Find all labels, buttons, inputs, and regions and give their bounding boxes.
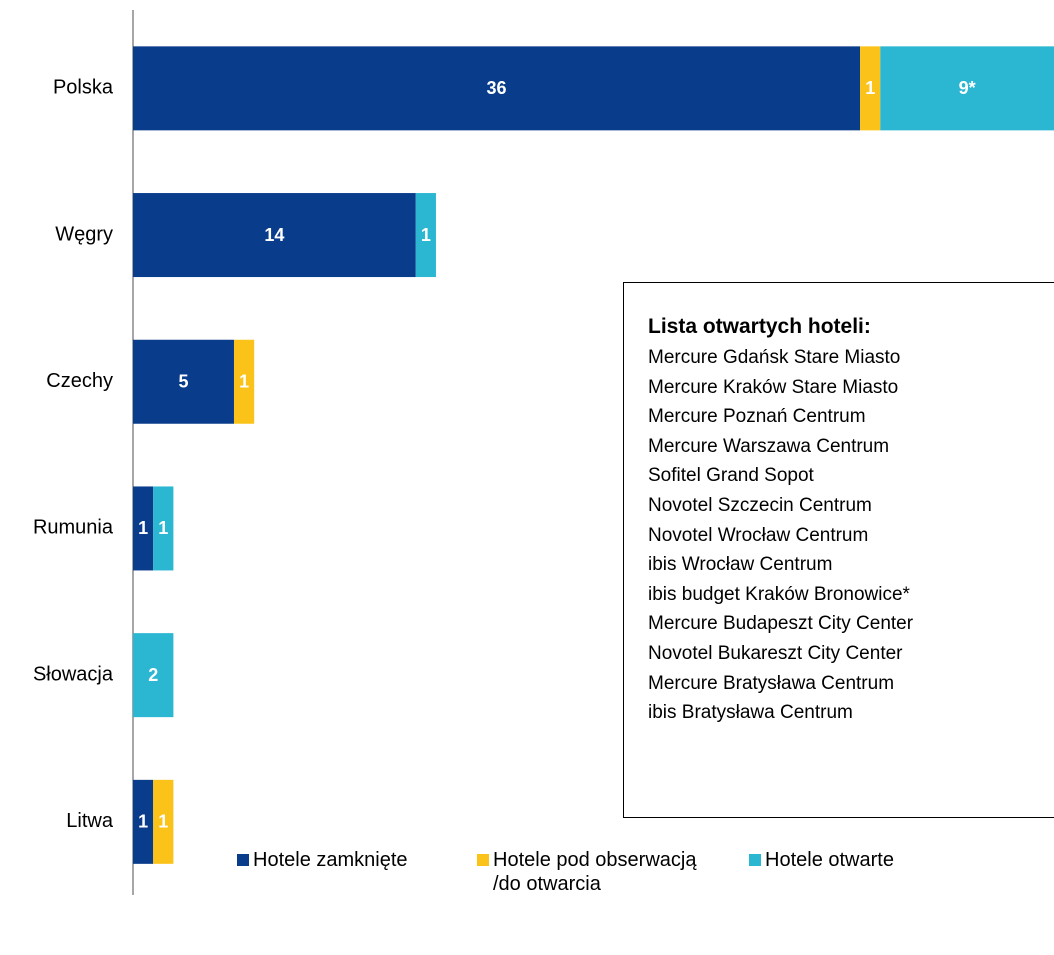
value-label: 14 [264, 225, 284, 245]
category-label: Polska [53, 77, 114, 99]
bar-segment [233, 339, 255, 424]
legend-label: Hotele pod obserwacją /do otwarcia [493, 849, 697, 895]
hotel-list-item: Novotel Szczecin Centrum [648, 494, 872, 516]
category-label: Czechy [46, 370, 113, 392]
value-label: 1 [138, 812, 148, 832]
legend-item: Hotele pod obserwacją /do otwarcia [477, 848, 727, 896]
hotel-list-item: ibis Bratysława Centrum [648, 702, 853, 724]
legend-label: Hotele otwarte [765, 849, 894, 871]
hotel-list-item: Novotel Wrocław Centrum [648, 524, 869, 546]
hotel-list-item: Mercure Gdańsk Stare Miasto [648, 347, 901, 368]
legend-swatch [237, 854, 249, 866]
value-label: 1 [421, 225, 431, 245]
value-label: 1 [239, 372, 249, 392]
legend-label: Hotele zamknięte [253, 849, 408, 871]
hotel-list-item: Mercure Poznań Centrum [648, 406, 866, 428]
legend-item: Hotele otwarte [749, 848, 949, 872]
value-label: 1 [158, 812, 168, 832]
hotel-list-title: Lista otwartych hoteli: [648, 315, 871, 338]
hotel-list-item: Sofitel Grand Sopot [648, 465, 814, 487]
value-label: 2 [148, 665, 158, 685]
bar-segment [415, 193, 436, 278]
value-label: 36 [487, 78, 507, 98]
legend-item: Hotele zamknięte [237, 848, 457, 872]
hotel-list-item: Mercure Budapeszt City Center [648, 613, 914, 635]
value-label: 5 [178, 372, 188, 392]
category-label: Słowacja [33, 663, 114, 685]
hotel-list-item: ibis Wrocław Centrum [648, 554, 833, 576]
hotel-list-item: Mercure Bratysława Centrum [648, 672, 895, 694]
hotel-list-item: Mercure Warszawa Centrum [648, 435, 890, 457]
value-label: 9* [959, 78, 976, 98]
value-label: 1 [158, 518, 168, 538]
legend: Hotele zamknięte Hotele pod obserwacją /d… [0, 848, 1054, 928]
category-label: Węgry [55, 223, 113, 245]
hotel-list-item: Novotel Bukareszt City Center [648, 642, 903, 664]
bar-segment [133, 779, 154, 864]
bar-segment [133, 633, 174, 718]
bar-segment [133, 486, 154, 571]
bar-segment [880, 46, 1054, 131]
category-label: Litwa [66, 810, 114, 832]
bar-segment [133, 339, 234, 424]
value-label: 1 [138, 518, 148, 538]
bar-segment [133, 46, 861, 131]
value-label: 1 [865, 78, 875, 98]
bar-segment [860, 46, 881, 131]
hotel-list-item: Mercure Kraków Stare Miasto [648, 376, 899, 398]
legend-swatch [477, 854, 489, 866]
hotel-list-item: ibis budget Kraków Bronowice* [648, 583, 910, 605]
hotel-list-box: Lista otwartych hoteli: Mercure Gdańsk S… [623, 282, 1054, 818]
bar-segment [133, 193, 416, 278]
legend-swatch [749, 854, 761, 866]
bar-segment [153, 779, 174, 864]
bar-segment [153, 486, 174, 571]
category-label: Rumunia [33, 517, 114, 539]
